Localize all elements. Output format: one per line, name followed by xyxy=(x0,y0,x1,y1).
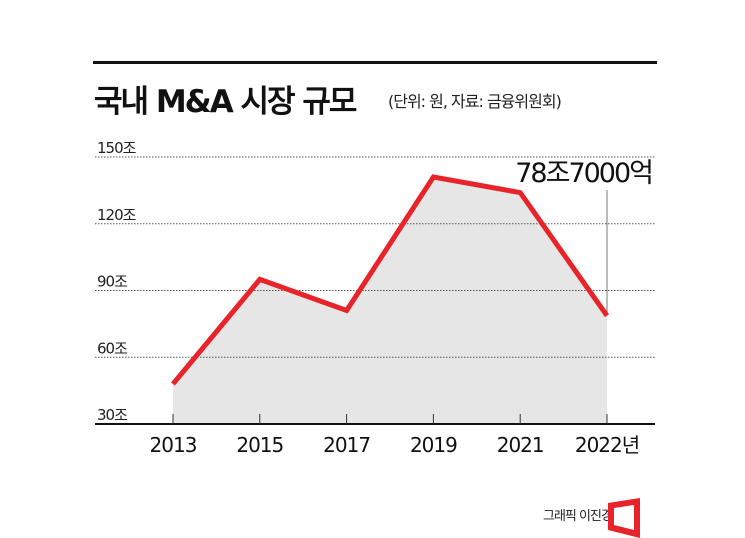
y-tick-label: 30조 xyxy=(97,406,128,424)
y-tick-label: 150조 xyxy=(97,139,137,157)
chart-subtitle: (단위: 원, 자료: 금융위원회) xyxy=(388,92,562,111)
series-line xyxy=(171,174,610,386)
x-tick-label: 2015 xyxy=(236,433,283,457)
chart-title: 국내 M&A 시장 규모 xyxy=(94,84,357,120)
x-tick-label: 2022년 xyxy=(575,433,639,457)
x-tick-label: 2021 xyxy=(497,433,544,457)
x-tick-label: 2017 xyxy=(323,433,370,457)
x-tick-label: 2019 xyxy=(410,433,457,457)
y-tick-label: 60조 xyxy=(97,339,128,357)
x-tick-label: 2013 xyxy=(150,433,197,457)
y-tick-label: 120조 xyxy=(97,206,137,224)
y-tick-label: 90조 xyxy=(97,273,128,291)
area-fill xyxy=(173,177,607,424)
top-rule xyxy=(93,61,657,64)
credit: 그래픽 이진경 xyxy=(543,509,613,524)
annotation-label: 78조7000억 xyxy=(515,158,652,189)
